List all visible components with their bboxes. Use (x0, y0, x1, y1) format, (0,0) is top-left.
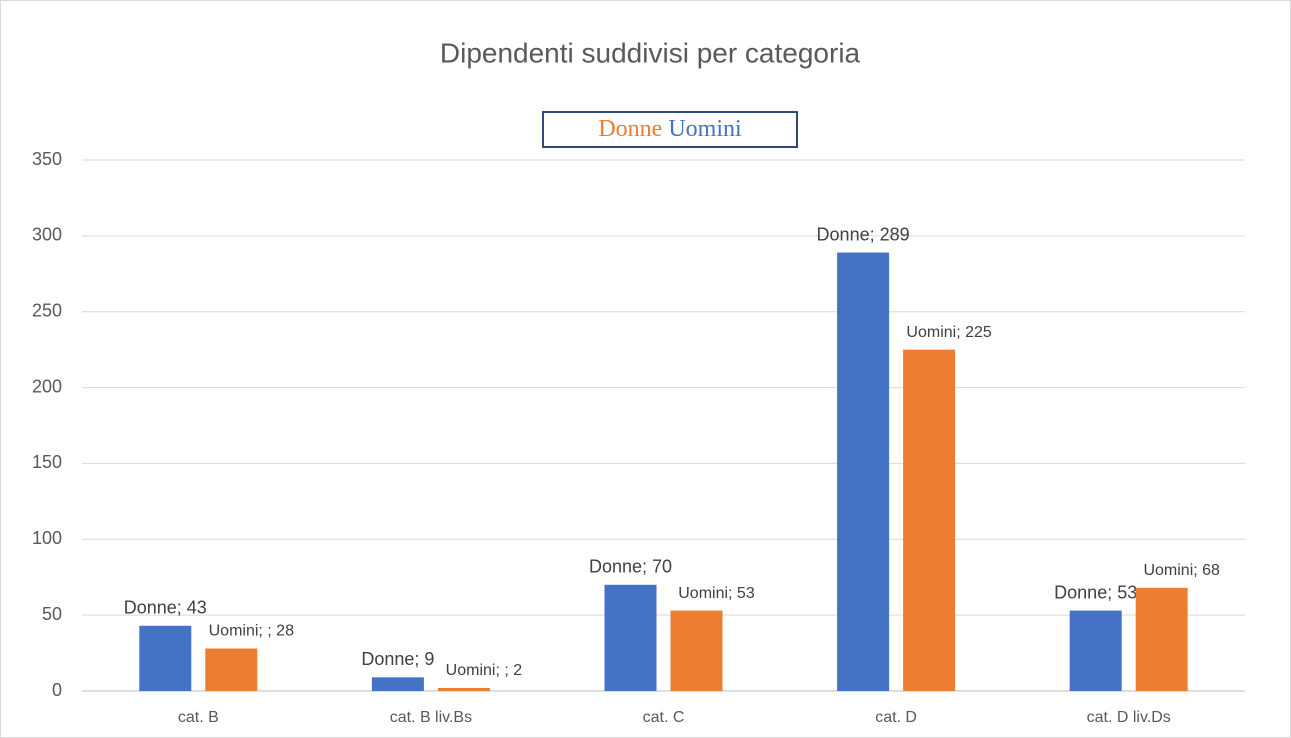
bar (670, 610, 723, 691)
bar (139, 625, 192, 691)
x-tick-label: cat. B (178, 709, 219, 726)
y-tick-label: 350 (32, 149, 62, 169)
y-tick-label: 100 (32, 528, 62, 548)
legend-entry: Donne (598, 116, 662, 142)
x-tick-label: cat. B liv.Bs (390, 709, 472, 726)
data-label: Donne; 53 (1054, 582, 1137, 602)
y-tick-label: 50 (42, 604, 62, 624)
chart-title: Dipendenti suddivisi per categoria (440, 37, 861, 68)
y-tick-label: 200 (32, 376, 62, 396)
legend: Donne Uomini (598, 116, 742, 142)
data-label: Uomini; ; 2 (446, 662, 523, 679)
bar (1135, 587, 1188, 691)
x-tick-label: cat. C (643, 709, 685, 726)
y-tick-label: 300 (32, 225, 62, 245)
legend-box (542, 111, 798, 148)
data-label: Donne; 43 (124, 598, 207, 618)
data-label: Uomini; 53 (678, 585, 755, 602)
legend-entry: Uomini (668, 116, 742, 142)
bar (604, 584, 657, 691)
bar (205, 648, 258, 691)
data-label: Uomini; 68 (1143, 562, 1220, 579)
data-label: Uomini; 225 (906, 324, 991, 341)
data-label: Donne; 9 (361, 649, 434, 669)
bar (837, 252, 890, 691)
bar (1069, 610, 1122, 691)
x-tick-label: cat. D liv.Ds (1087, 709, 1171, 726)
bar (903, 349, 956, 691)
y-tick-label: 250 (32, 300, 62, 320)
data-label: Donne; 289 (817, 224, 910, 244)
bar (371, 677, 424, 691)
data-label: Donne; 70 (589, 557, 672, 577)
x-tick-label: cat. D (875, 709, 917, 726)
y-tick-label: 0 (52, 680, 62, 700)
y-tick-label: 150 (32, 452, 62, 472)
bar (437, 687, 490, 691)
data-label: Uomini; ; 28 (209, 623, 294, 640)
